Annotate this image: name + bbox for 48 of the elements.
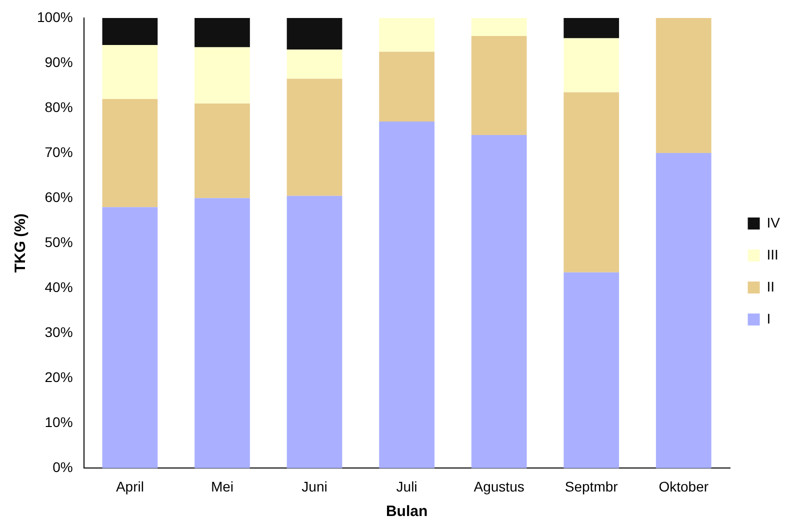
x-tick-label: Mei [210, 478, 234, 494]
y-tick-label: 100% [36, 8, 73, 25]
bar [471, 36, 527, 136]
y-tick-label: 80% [44, 98, 73, 115]
y-tick-label: 70% [44, 144, 73, 160]
legend-label: III [766, 246, 778, 262]
y-tick-label: 20% [44, 369, 73, 386]
y-tick-label: 10% [44, 414, 73, 430]
bar [471, 18, 527, 36]
bar [102, 207, 158, 468]
bar [379, 122, 434, 468]
bar [286, 78, 342, 196]
x-axis-title: Bulan [386, 503, 428, 520]
y-tick-label: 90% [44, 54, 73, 70]
legend-label: II [766, 278, 775, 294]
legend-label: I [766, 310, 771, 326]
bar [286, 196, 342, 468]
y-axis-title: TKG (%) [12, 214, 30, 273]
bar [286, 18, 342, 50]
bar [194, 104, 250, 198]
bar [379, 18, 434, 52]
bar [656, 18, 712, 154]
bar [564, 38, 620, 92]
x-tick-label: Agustus [474, 478, 524, 494]
bar [102, 99, 158, 208]
y-tick-label: 60% [44, 188, 73, 205]
bar [379, 52, 434, 122]
y-tick-label: 40% [44, 278, 73, 295]
x-tick-label: Oktober [658, 478, 709, 494]
bar [194, 18, 250, 48]
bar [286, 50, 342, 79]
x-tick-label: Septmbr [564, 478, 618, 494]
bar [194, 47, 250, 104]
y-tick-label: 0% [52, 459, 73, 476]
bar [564, 92, 620, 272]
x-tick-label: Juni [302, 478, 328, 494]
bar [471, 135, 527, 468]
bar [102, 45, 158, 100]
bar [102, 18, 158, 46]
bar [656, 153, 712, 468]
x-tick-label: Juli [396, 478, 418, 494]
bar [194, 198, 250, 468]
bar [564, 18, 620, 38]
y-tick-label: 30% [44, 324, 73, 340]
bar [564, 272, 620, 468]
legend-label: IV [766, 214, 781, 230]
y-tick-label: 50% [44, 234, 73, 250]
x-tick-label: April [116, 478, 144, 494]
